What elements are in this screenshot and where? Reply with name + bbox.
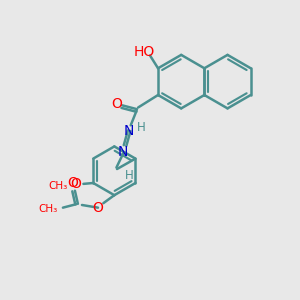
Text: HO: HO: [134, 45, 155, 59]
Text: CH₃: CH₃: [38, 204, 58, 214]
Text: O: O: [92, 201, 104, 215]
Text: O: O: [111, 97, 122, 111]
Text: N: N: [124, 124, 134, 138]
Text: N: N: [118, 145, 128, 159]
Text: O: O: [70, 178, 81, 191]
Text: CH₃: CH₃: [49, 181, 68, 191]
Text: H: H: [137, 121, 146, 134]
Text: H: H: [124, 169, 133, 182]
Text: O: O: [68, 176, 79, 190]
